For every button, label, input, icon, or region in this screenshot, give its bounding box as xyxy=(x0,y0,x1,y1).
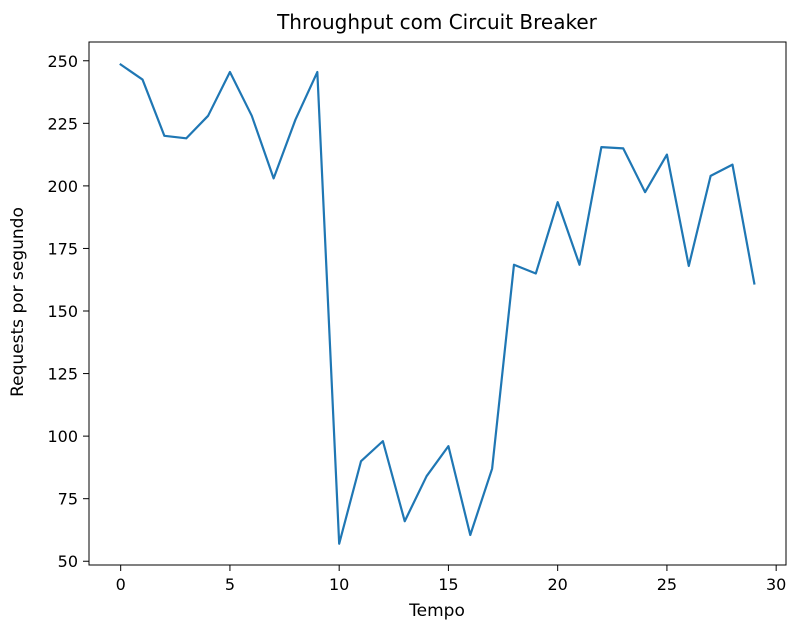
y-tick-label: 75 xyxy=(58,490,78,509)
y-tick-label: 225 xyxy=(47,114,78,133)
y-axis-label: Requests por segundo xyxy=(8,207,28,397)
chart-title: Throughput com Circuit Breaker xyxy=(276,10,598,34)
plot-frame xyxy=(88,41,787,566)
x-axis-label: Tempo xyxy=(408,601,465,621)
y-axis: 50 75 100 125 150 175 200 225 250 xyxy=(47,52,89,571)
x-axis: 0 5 10 15 20 25 30 xyxy=(116,565,786,594)
x-tick-label: 15 xyxy=(438,575,458,594)
y-tick-label: 50 xyxy=(58,552,78,571)
x-tick-label: 0 xyxy=(116,575,126,594)
y-tick-label: 175 xyxy=(47,239,78,258)
x-tick-label: 5 xyxy=(225,575,235,594)
x-tick-label: 20 xyxy=(547,575,567,594)
plot-area xyxy=(88,41,787,566)
series-line xyxy=(119,62,756,545)
y-tick-label: 125 xyxy=(47,365,78,384)
x-tick-label: 30 xyxy=(766,575,786,594)
y-tick-label: 200 xyxy=(47,177,78,196)
y-tick-label: 150 xyxy=(47,302,78,321)
y-tick-label: 250 xyxy=(47,52,78,71)
x-tick-label: 10 xyxy=(329,575,349,594)
y-tick-label: 100 xyxy=(47,427,78,446)
x-tick-label: 25 xyxy=(657,575,677,594)
